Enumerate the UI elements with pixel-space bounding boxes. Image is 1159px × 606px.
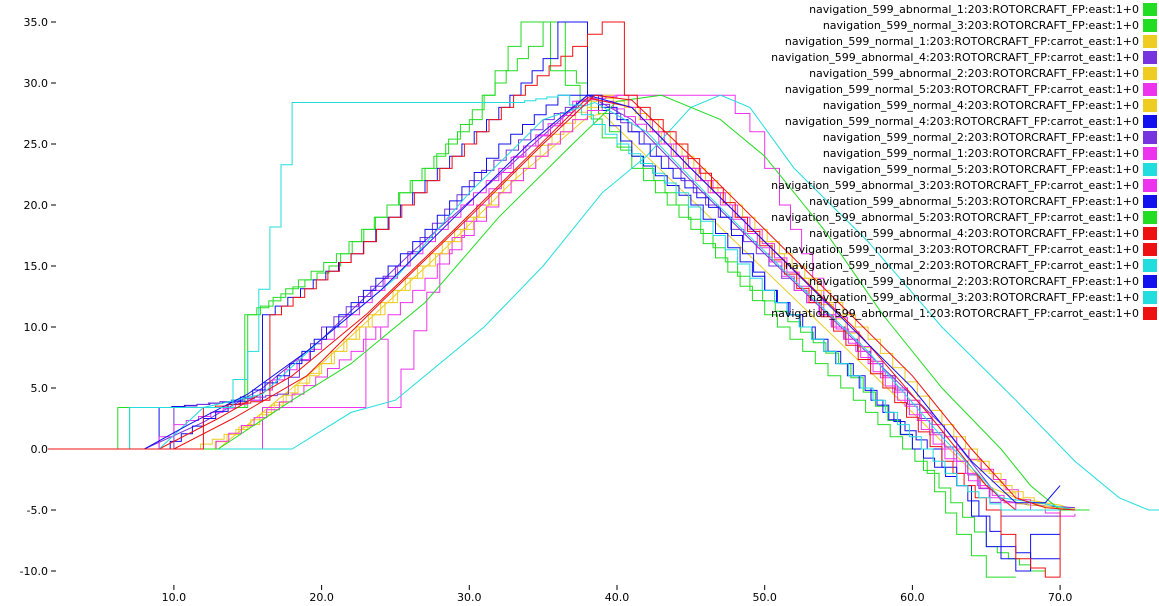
series-line: [48, 94, 1061, 517]
legend-swatch: [1143, 179, 1157, 192]
legend: navigation_599_abnormal_1:203:ROTORCRAFT…: [771, 3, 1157, 320]
legend-swatch: [1143, 147, 1157, 160]
legend-swatch: [1143, 211, 1157, 224]
legend-swatch: [1143, 291, 1157, 304]
legend-label: navigation_599_normal_1:203:ROTORCRAFT_F…: [785, 35, 1139, 48]
legend-label: navigation_599_abnormal_1:203:ROTORCRAFT…: [771, 307, 1139, 320]
legend-label: navigation_599_abnormal_3:203:ROTORCRAFT…: [771, 179, 1139, 192]
y-tick-label: 5.0: [31, 382, 49, 395]
legend-label: navigation_599_abnormal_2:203:ROTORCRAFT…: [809, 275, 1139, 288]
x-tick-label: 30.0: [457, 591, 482, 604]
legend-swatch: [1143, 67, 1157, 80]
x-tick-label: 10.0: [162, 591, 187, 604]
axes: 35.0 30.0 25.0 20.0 15.0 10.0 5.0 0.0 -5.0 -10.0 1…: [20, 16, 1073, 604]
y-tick-label: -5.0: [27, 504, 48, 517]
legend-label: navigation_599_normal_3:203:ROTORCRAFT_F…: [823, 19, 1139, 32]
series-line: [48, 101, 1076, 511]
legend-label: navigation_599_normal_3:203:ROTORCRAFT_F…: [785, 243, 1139, 256]
x-tick-label: 40.0: [605, 591, 630, 604]
series-line: [48, 21, 1061, 560]
legend-label: navigation_599_abnormal_3:203:ROTORCRAFT…: [809, 291, 1139, 304]
legend-swatch: [1143, 275, 1157, 288]
legend-label: navigation_599_normal_5:203:ROTORCRAFT_F…: [785, 83, 1139, 96]
series-line: [48, 94, 1075, 511]
series-line: [48, 94, 1090, 511]
y-tick-label: 15.0: [24, 260, 49, 273]
y-tick-label: 20.0: [24, 199, 49, 212]
legend-label: navigation_599_abnormal_1:203:ROTORCRAFT…: [809, 3, 1139, 16]
legend-label: navigation_599_abnormal_5:203:ROTORCRAFT…: [771, 211, 1139, 224]
legend-label: navigation_599_abnormal_4:203:ROTORCRAFT…: [809, 227, 1139, 240]
legend-label: navigation_599_normal_2:203:ROTORCRAFT_F…: [785, 259, 1139, 272]
legend-label: navigation_599_abnormal_4:203:ROTORCRAFT…: [771, 51, 1139, 64]
legend-label: navigation_599_normal_2:203:ROTORCRAFT_F…: [823, 131, 1139, 144]
legend-swatch: [1143, 99, 1157, 112]
x-tick-label: 50.0: [752, 591, 777, 604]
legend-swatch: [1143, 51, 1157, 64]
series-lines: [48, 21, 1159, 578]
legend-label: navigation_599_normal_1:203:ROTORCRAFT_F…: [823, 147, 1139, 160]
x-tick-label: 60.0: [900, 591, 925, 604]
legend-swatch: [1143, 163, 1157, 176]
y-tick-label: -10.0: [20, 565, 48, 578]
series-line: [48, 97, 1061, 511]
y-tick-label: 10.0: [24, 321, 49, 334]
x-tick-label: 20.0: [309, 591, 334, 604]
legend-swatch: [1143, 195, 1157, 208]
legend-label: navigation_599_normal_4:203:ROTORCRAFT_F…: [785, 115, 1139, 128]
legend-swatch: [1143, 115, 1157, 128]
series-line: [48, 94, 1061, 511]
legend-swatch: [1143, 243, 1157, 256]
legend-label: navigation_599_abnormal_5:203:ROTORCRAFT…: [809, 195, 1139, 208]
legend-swatch: [1143, 131, 1157, 144]
legend-label: navigation_599_abnormal_2:203:ROTORCRAFT…: [809, 67, 1139, 80]
y-tick-label: 25.0: [24, 138, 49, 151]
legend-swatch: [1143, 83, 1157, 96]
y-tick-label: 30.0: [24, 77, 49, 90]
legend-swatch: [1143, 307, 1157, 320]
legend-label: navigation_599_normal_4:203:ROTORCRAFT_F…: [823, 99, 1139, 112]
x-tick-label: 70.0: [1048, 591, 1073, 604]
y-tick-label: 0.0: [31, 443, 49, 456]
legend-swatch: [1143, 19, 1157, 32]
legend-label: navigation_599_normal_5:203:ROTORCRAFT_F…: [823, 163, 1139, 176]
series-line: [48, 94, 1061, 504]
series-line: [48, 21, 1061, 578]
series-line: [48, 21, 1016, 578]
series-line: [48, 94, 1075, 511]
legend-swatch: [1143, 227, 1157, 240]
legend-swatch: [1143, 35, 1157, 48]
legend-swatch: [1143, 259, 1157, 272]
legend-swatch: [1143, 3, 1157, 16]
y-tick-label: 35.0: [24, 16, 49, 29]
